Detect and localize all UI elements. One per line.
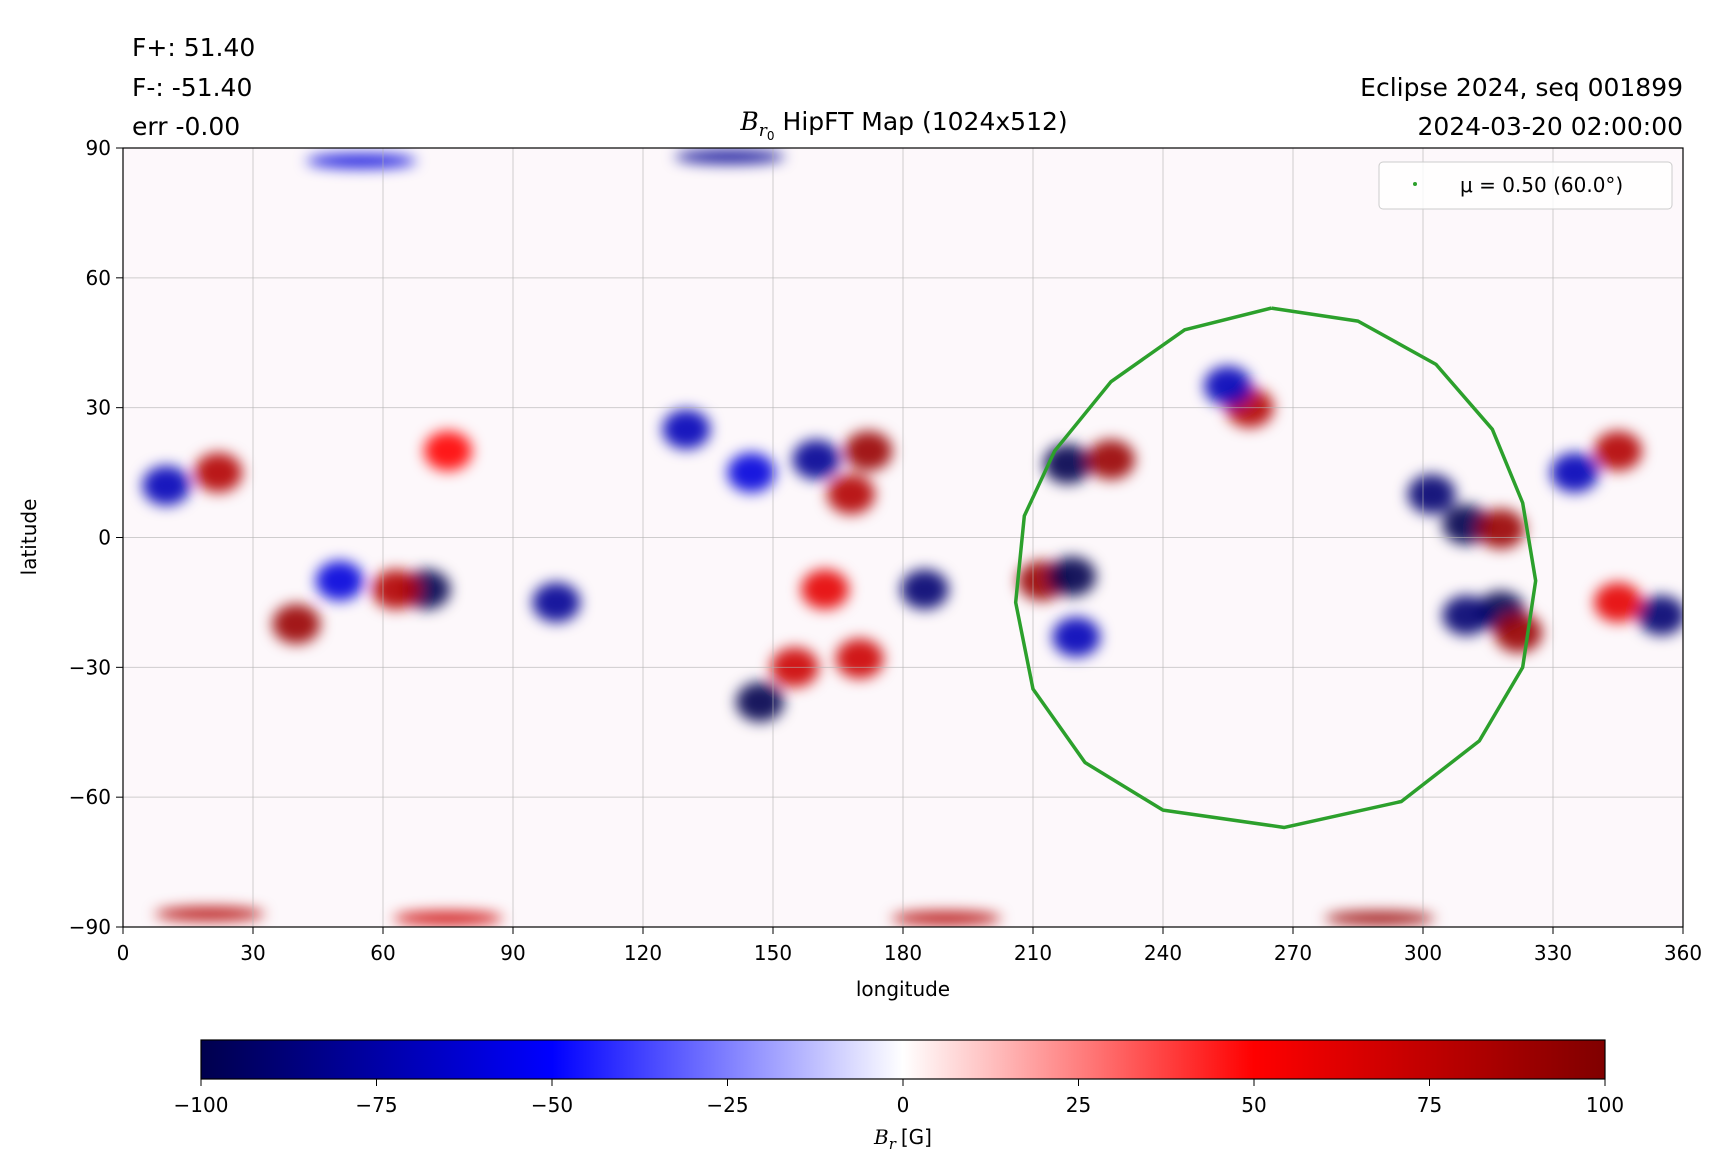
legend-marker (1413, 182, 1417, 186)
field-patch (154, 907, 265, 922)
field-patch (1442, 595, 1491, 636)
field-patch (891, 911, 1002, 926)
colorbar-tick-label: 75 (1417, 1093, 1442, 1117)
annotation: F+: 51.40 (132, 33, 255, 62)
field-patch (844, 430, 893, 471)
field-patch (1043, 443, 1092, 484)
field-patch (1048, 556, 1096, 597)
field-patch (1087, 439, 1135, 480)
title-subscript: r (759, 121, 768, 141)
y-axis-label: latitude (17, 499, 41, 576)
field-patch (142, 465, 191, 506)
contour-line (1013, 306, 1538, 830)
colorbar-tick-label: −100 (174, 1093, 229, 1117)
colorbar-tick-label: −25 (706, 1093, 748, 1117)
x-tick-label: 240 (1144, 941, 1182, 965)
colorbar-tick-label: 100 (1586, 1093, 1624, 1117)
field-patch (662, 409, 711, 450)
field-patch (306, 153, 417, 168)
title-subsubscript: 0 (767, 129, 775, 143)
cb-unit: [G] (901, 1125, 932, 1149)
x-tick-label: 60 (370, 941, 395, 965)
colorbar-tick-label: −75 (355, 1093, 397, 1117)
x-tick-label: 150 (754, 941, 792, 965)
field-patch (1550, 452, 1599, 493)
colorbar-tick-label: 50 (1241, 1093, 1266, 1117)
plot-frame (122, 147, 1684, 928)
field-patch (1324, 911, 1435, 926)
field-patch (1204, 366, 1252, 407)
annotation: Eclipse 2024, seq 001899 (1360, 73, 1683, 102)
x-tick-label: 300 (1404, 941, 1442, 965)
x-axis-label: longitude (856, 977, 950, 1001)
field-patch (532, 582, 581, 623)
title-text: HipFT Map (1024x512) (783, 107, 1068, 136)
y-tick-label: 30 (86, 396, 111, 420)
x-tick-label: 360 (1664, 941, 1702, 965)
legend-box (1378, 161, 1673, 210)
colorbar-ticks: −100 −75 −50 −25 0 25 50 75 100 (174, 1079, 1624, 1117)
x-tick-label: 90 (500, 941, 525, 965)
field-patch (827, 474, 875, 515)
field-patch (1477, 508, 1525, 549)
field-patch (1637, 595, 1683, 636)
x-tick-label: 210 (1014, 941, 1052, 965)
x-tick-label: 180 (884, 941, 922, 965)
field-patch (900, 569, 949, 610)
colorbar-tick-label: 0 (897, 1093, 910, 1117)
grid: 0 30 60 90 120 150 180 210 240 270 300 330 360−90−60… (69, 136, 1702, 965)
x-tick-label: 30 (240, 941, 265, 965)
colorbar (200, 1039, 1606, 1080)
annotation: F-: -51.40 (132, 73, 252, 102)
y-tick-label: −60 (69, 785, 111, 809)
cb-symbol: B (873, 1125, 889, 1149)
field-patch (1052, 617, 1101, 658)
contours (1013, 306, 1538, 830)
x-tick-label: 330 (1534, 941, 1572, 965)
y-tick-label: 90 (86, 136, 111, 160)
field-patch (393, 911, 503, 926)
field-patch (372, 569, 420, 610)
colorbar-tick-label: 25 (1066, 1093, 1091, 1117)
field-patch (1594, 582, 1642, 623)
y-tick-label: −90 (69, 915, 111, 939)
y-tick-label: 0 (98, 526, 111, 550)
field-patch (736, 681, 784, 722)
x-tick-label: 120 (624, 941, 662, 965)
colorbar-label: Br [G] (873, 1125, 932, 1152)
x-tick-label: 0 (117, 941, 130, 965)
field-patch (1407, 474, 1456, 515)
field-patch (674, 149, 785, 164)
annotation: err -0.00 (132, 112, 240, 141)
field-patch (424, 430, 472, 471)
x-tick-label: 270 (1274, 941, 1312, 965)
field-patch (315, 560, 364, 601)
field-patch (272, 604, 321, 645)
y-tick-label: 60 (86, 266, 111, 290)
colorbar-tick-label: −50 (531, 1093, 573, 1117)
legend-label: μ = 0.50 (60.0°) (1460, 173, 1623, 197)
field-patch (194, 452, 243, 493)
field-patch (1594, 430, 1642, 471)
chart-title: Br0 HipFT Map (1024x512) (739, 107, 1067, 143)
y-tick-label: −30 (69, 655, 111, 679)
legend: μ = 0.50 (60.0°) (1378, 161, 1673, 210)
title-symbol: B (739, 107, 758, 136)
field-patch (727, 452, 776, 493)
cb-subscript: r (889, 1135, 897, 1152)
field-patch (792, 439, 841, 480)
field-patch (1494, 612, 1543, 653)
annotation: 2024-03-20 02:00:00 (1417, 112, 1683, 141)
heatmap (142, 149, 1683, 926)
field-patch (801, 569, 849, 610)
field-patch (835, 638, 884, 679)
